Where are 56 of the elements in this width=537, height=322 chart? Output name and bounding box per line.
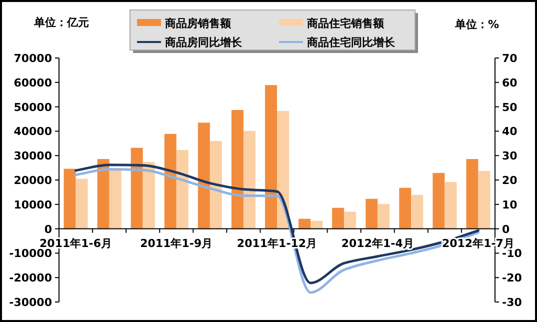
y-tick-label: 70000 — [14, 52, 52, 65]
bar — [76, 178, 88, 229]
bar — [366, 198, 378, 229]
legend-label: 商品房同比增长 — [164, 36, 243, 49]
y2-tick-label: -10 — [502, 247, 522, 260]
bar — [444, 182, 457, 229]
y2-tick-label: 70 — [502, 52, 518, 65]
bar — [310, 220, 323, 229]
x-tick-label: 2012年1-4月 — [341, 236, 414, 250]
y2-tick-label: -30 — [502, 296, 522, 309]
bar — [298, 218, 311, 229]
y-tick-label: 50000 — [14, 100, 52, 114]
bar — [277, 110, 289, 229]
bar — [198, 122, 210, 229]
y-tick-label: 0 — [44, 222, 52, 236]
bar — [210, 140, 222, 229]
y-tick-label: -20000 — [9, 272, 52, 285]
y-tick-label: -30000 — [9, 296, 52, 309]
y-tick-label: 40000 — [14, 125, 52, 138]
bar — [466, 159, 478, 229]
y-axis-title: 单位：亿元 — [33, 16, 89, 29]
bar — [344, 212, 356, 229]
y2-tick-label: 10 — [502, 198, 518, 212]
y-tick-label: 10000 — [14, 198, 52, 212]
bar — [332, 208, 344, 229]
legend-label: 商品房销售额 — [164, 17, 232, 30]
bar — [64, 168, 76, 229]
bar — [265, 85, 277, 229]
y-tick-label: 30000 — [14, 150, 52, 163]
bar — [411, 194, 424, 229]
bar — [164, 134, 176, 229]
bar — [478, 170, 490, 229]
bar — [231, 110, 244, 229]
bar — [399, 188, 412, 229]
y2-tick-label: 20 — [502, 174, 518, 187]
y-tick-label: 60000 — [14, 76, 52, 90]
y2-axis-title: 单位：% — [454, 18, 500, 31]
bar — [243, 130, 256, 229]
y2-tick-label: 60 — [502, 76, 518, 90]
y2-tick-label: -20 — [502, 272, 522, 285]
bar — [176, 150, 188, 229]
bar — [432, 172, 445, 229]
bar — [378, 204, 390, 229]
bar — [109, 169, 122, 229]
x-tick-label: 2011年1-9月 — [140, 236, 213, 250]
y-tick-label: 20000 — [14, 174, 52, 187]
y2-tick-label: 30 — [502, 150, 518, 163]
y-tick-label: -10000 — [9, 247, 52, 260]
legend-label: 商品住宅同比增长 — [306, 36, 396, 49]
bar — [97, 159, 110, 229]
bar — [130, 148, 143, 229]
y2-tick-label: 40 — [502, 125, 518, 138]
y2-tick-label: 50 — [502, 100, 518, 114]
legend-label: 商品住宅销售额 — [306, 17, 385, 30]
y2-tick-label: 0 — [502, 222, 510, 236]
bar — [142, 162, 155, 229]
